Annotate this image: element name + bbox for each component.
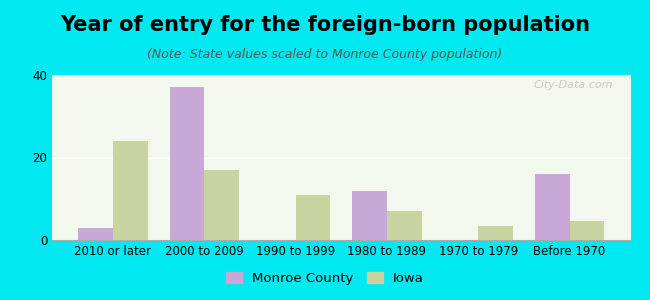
Bar — [352, 190, 387, 240]
Bar — [569, 221, 604, 240]
Bar — [113, 141, 148, 240]
Text: (Note: State values scaled to Monroe County population): (Note: State values scaled to Monroe Cou… — [148, 48, 502, 61]
Bar — [296, 195, 330, 240]
Text: Year of entry for the foreign-born population: Year of entry for the foreign-born popul… — [60, 15, 590, 35]
Bar — [170, 87, 204, 240]
Text: City-Data.com: City-Data.com — [534, 80, 613, 90]
Bar — [204, 170, 239, 240]
Bar — [78, 228, 113, 240]
Bar — [387, 211, 422, 240]
Bar — [535, 174, 569, 240]
Legend: Monroe County, Iowa: Monroe County, Iowa — [220, 267, 430, 290]
Bar — [478, 226, 513, 240]
